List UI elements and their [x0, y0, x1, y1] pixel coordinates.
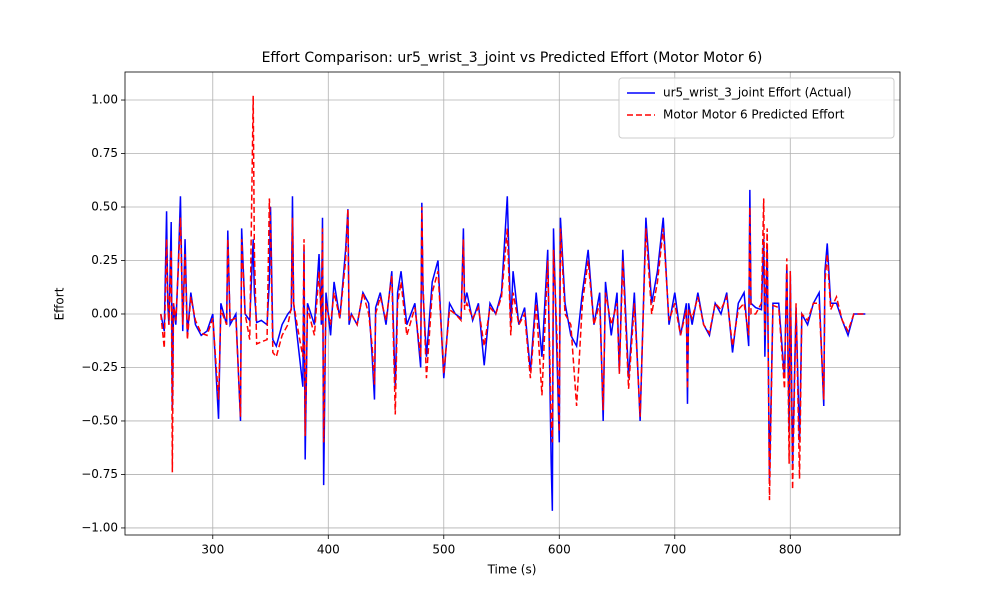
- y-tick-label: −0.50: [81, 413, 118, 427]
- y-axis-label: Effort: [53, 287, 67, 320]
- y-tick-label: −0.25: [81, 360, 118, 374]
- y-tick-label: 0.75: [91, 146, 118, 160]
- y-tick-label: 0.25: [91, 253, 118, 267]
- chart-title: Effort Comparison: ur5_wrist_3_joint vs …: [262, 50, 763, 66]
- plot-frame: [124, 71, 901, 536]
- y-tick-label: −1.00: [81, 520, 118, 534]
- y-tick-label: −0.75: [81, 467, 118, 481]
- y-tick-label: 1.00: [91, 93, 118, 107]
- x-axis-label: Time (s): [487, 563, 537, 577]
- x-tick-label: 300: [201, 543, 224, 557]
- x-tick-label: 400: [317, 543, 340, 557]
- x-tick-label: 700: [663, 543, 686, 557]
- legend-label: Motor Motor 6 Predicted Effort: [663, 108, 845, 122]
- x-tick-label: 500: [432, 543, 455, 557]
- legend-box: [618, 77, 895, 139]
- data-line: [160, 189, 866, 511]
- x-tick-label: 800: [779, 543, 802, 557]
- y-tick-label: 0.50: [91, 200, 118, 214]
- data-line: [160, 95, 866, 501]
- y-tick-label: 0.00: [91, 306, 118, 320]
- x-tick-label: 600: [548, 543, 571, 557]
- legend-label: ur5_wrist_3_joint Effort (Actual): [663, 86, 852, 100]
